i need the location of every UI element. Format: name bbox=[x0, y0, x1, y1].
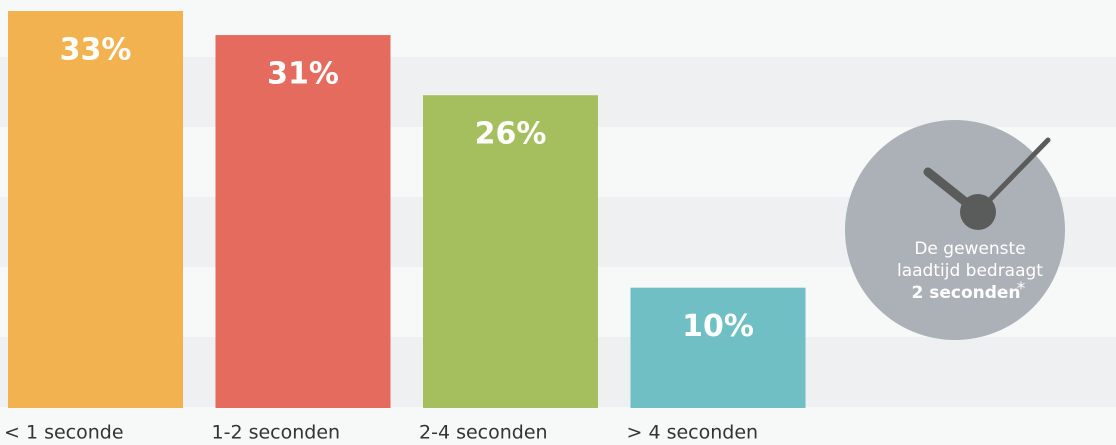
bar bbox=[423, 95, 598, 408]
x-tick-label: 2-4 seconden bbox=[419, 422, 548, 444]
clock-hub bbox=[960, 194, 996, 230]
clock: De gewenste laadtijd bedraagt 2 seconden… bbox=[845, 120, 1065, 340]
annotation: laadtijd bedraagt bbox=[897, 261, 1043, 281]
bar bbox=[630, 287, 806, 408]
value-label: 26% bbox=[475, 117, 547, 152]
x-tick-label: < 1 seconde bbox=[4, 422, 124, 444]
value-label: 31% bbox=[267, 57, 339, 92]
bar bbox=[8, 11, 183, 408]
annotation: De gewenste bbox=[914, 239, 1025, 259]
bar bbox=[215, 35, 391, 408]
annotation: * bbox=[1017, 279, 1026, 299]
x-tick-label: 1-2 seconden bbox=[212, 422, 341, 444]
value-label: 33% bbox=[60, 33, 132, 68]
value-label: 10% bbox=[682, 309, 754, 344]
x-tick-label: > 4 seconden bbox=[627, 422, 759, 444]
annotation: 2 seconden bbox=[911, 283, 1020, 303]
clock-face bbox=[845, 120, 1065, 340]
